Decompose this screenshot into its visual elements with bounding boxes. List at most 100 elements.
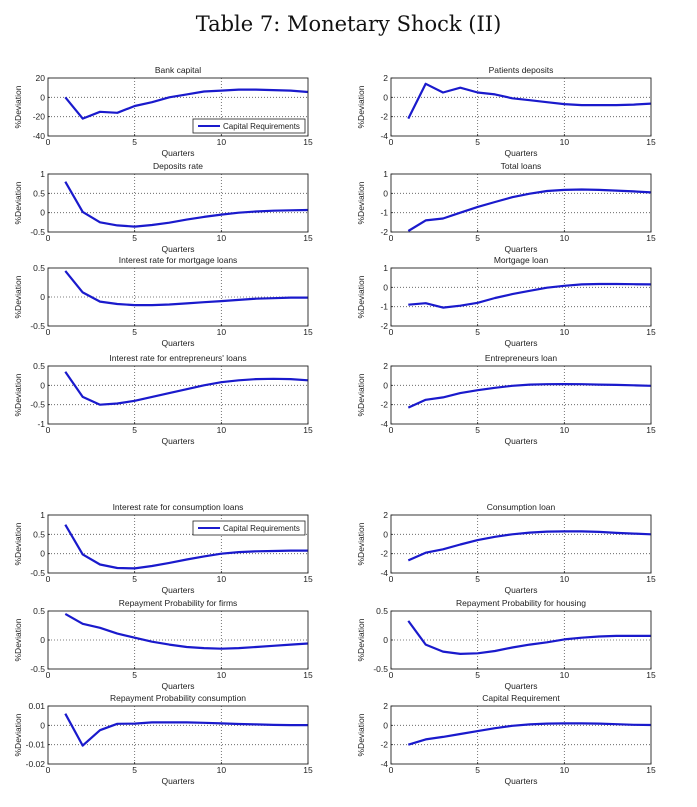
x-tick-label: 10 bbox=[560, 137, 570, 147]
series-line bbox=[407, 722, 652, 746]
chart-title: Repayment Probability for housing bbox=[456, 598, 586, 608]
x-axis-label: Quarters bbox=[161, 148, 194, 158]
x-tick-label: 5 bbox=[132, 765, 137, 775]
x-tick-label: 15 bbox=[646, 425, 656, 435]
x-tick-label: 5 bbox=[475, 233, 480, 243]
plot-area bbox=[48, 366, 308, 424]
y-axis-label: %Deviation bbox=[13, 275, 23, 318]
x-tick-label: 10 bbox=[217, 327, 227, 337]
x-tick-label: 0 bbox=[46, 574, 51, 584]
legend-box bbox=[192, 520, 306, 536]
x-tick-label: 10 bbox=[560, 233, 570, 243]
x-tick-label: 15 bbox=[303, 233, 313, 243]
plot-frame bbox=[47, 514, 309, 574]
y-tick-label: 0.5 bbox=[376, 606, 388, 616]
x-tick-label: 5 bbox=[132, 233, 137, 243]
y-tick-label: 0.5 bbox=[33, 188, 45, 198]
x-tick-label: 15 bbox=[646, 327, 656, 337]
plot-frame bbox=[47, 705, 309, 765]
y-tick-label: 0.5 bbox=[33, 361, 45, 371]
chart-title: Mortgage loan bbox=[494, 255, 549, 265]
series-line bbox=[64, 181, 309, 228]
x-tick-label: 15 bbox=[646, 137, 656, 147]
series-line bbox=[64, 270, 308, 307]
legend: Capital Requirements bbox=[192, 520, 306, 536]
plot-frame bbox=[390, 514, 652, 574]
y-tick-label: 2 bbox=[383, 73, 388, 83]
x-tick-label: 15 bbox=[303, 574, 313, 584]
x-tick-label: 0 bbox=[389, 233, 394, 243]
y-tick-label: -0.02 bbox=[26, 759, 46, 769]
chart-panel: Entrepreneurs loan 0 5 10 15 -4 -2 0 2 Quarters %D… bbox=[356, 353, 656, 446]
plot-frame bbox=[390, 77, 652, 137]
chart-title: Total loans bbox=[501, 161, 542, 171]
chart-panel: Patients deposits 0 5 10 15 -4 -2 0 2 Quarters %De… bbox=[356, 65, 656, 158]
chart-panel: Interest rate for mortgage loans 0 5 10 15 -0… bbox=[13, 255, 313, 348]
y-tick-label: 0.5 bbox=[33, 263, 45, 273]
y-tick-label: 0 bbox=[40, 92, 45, 102]
y-tick-label: 2 bbox=[383, 361, 388, 371]
x-tick-label: 15 bbox=[303, 765, 313, 775]
y-tick-label: 2 bbox=[383, 701, 388, 711]
x-tick-label: 15 bbox=[646, 233, 656, 243]
y-tick-label: 2 bbox=[383, 510, 388, 520]
series-line bbox=[64, 88, 309, 120]
y-tick-label: -0.5 bbox=[30, 664, 45, 674]
y-tick-label: 0 bbox=[383, 380, 388, 390]
y-axis-label: %Deviation bbox=[13, 373, 23, 416]
x-tick-label: 0 bbox=[389, 327, 394, 337]
y-tick-label: 0 bbox=[40, 380, 45, 390]
legend-label: Capital Requirements bbox=[223, 122, 300, 131]
y-tick-label: -0.5 bbox=[373, 664, 388, 674]
y-tick-label: -4 bbox=[380, 568, 388, 578]
chart-panel: Bank capital 0 5 10 15 -40 -20 0 20 Quarters %Devi… bbox=[13, 65, 313, 158]
y-tick-label: 0 bbox=[40, 549, 45, 559]
x-axis-label: Quarters bbox=[504, 436, 537, 446]
x-tick-label: 0 bbox=[389, 574, 394, 584]
chart-title: Repayment Probability consumption bbox=[110, 693, 246, 703]
chart-title: Repayment Probability for firms bbox=[119, 598, 238, 608]
x-tick-label: 5 bbox=[132, 670, 137, 680]
y-tick-label: 0 bbox=[383, 529, 388, 539]
x-axis-label: Quarters bbox=[161, 776, 194, 786]
y-axis-label: %Deviation bbox=[13, 85, 23, 128]
x-axis-label: Quarters bbox=[161, 244, 194, 254]
y-tick-label: -0.5 bbox=[30, 321, 45, 331]
x-tick-label: 15 bbox=[303, 425, 313, 435]
x-tick-label: 0 bbox=[46, 765, 51, 775]
y-tick-label: -2 bbox=[380, 400, 388, 410]
y-tick-label: 0 bbox=[40, 292, 45, 302]
chart-title: Interest rate for mortgage loans bbox=[119, 255, 238, 265]
y-axis-label: %Deviation bbox=[13, 618, 23, 661]
x-tick-label: 10 bbox=[217, 670, 227, 680]
chart-panel: Mortgage loan 0 5 10 15 -2 -1 0 1 Quarters %Deviat… bbox=[356, 255, 656, 348]
x-tick-label: 0 bbox=[46, 327, 51, 337]
plot-frame bbox=[47, 173, 309, 233]
x-tick-label: 15 bbox=[646, 765, 656, 775]
y-tick-label: -1 bbox=[380, 208, 388, 218]
y-tick-label: 0 bbox=[383, 188, 388, 198]
plot-area bbox=[391, 366, 651, 424]
y-axis-label: %Deviation bbox=[13, 713, 23, 756]
y-axis-label: %Deviation bbox=[356, 275, 366, 318]
series-line bbox=[64, 524, 308, 570]
x-tick-label: 5 bbox=[475, 765, 480, 775]
series-line bbox=[407, 82, 652, 120]
x-tick-label: 15 bbox=[646, 574, 656, 584]
series-line bbox=[64, 371, 309, 406]
x-tick-label: 15 bbox=[646, 670, 656, 680]
x-tick-label: 10 bbox=[217, 574, 227, 584]
y-tick-label: -1 bbox=[380, 302, 388, 312]
y-tick-label: 0 bbox=[383, 635, 388, 645]
x-tick-label: 10 bbox=[217, 233, 227, 243]
chart-panel: Repayment Probability for firms 0 5 10 15 -0.… bbox=[13, 598, 313, 691]
y-tick-label: 0 bbox=[40, 208, 45, 218]
series-line bbox=[407, 530, 652, 562]
x-tick-label: 5 bbox=[475, 137, 480, 147]
x-axis-label: Quarters bbox=[504, 681, 537, 691]
x-tick-label: 10 bbox=[560, 670, 570, 680]
plot-area bbox=[391, 174, 651, 232]
page-title: Table 7: Monetary Shock (II) bbox=[195, 12, 502, 36]
plot-area bbox=[391, 706, 651, 764]
